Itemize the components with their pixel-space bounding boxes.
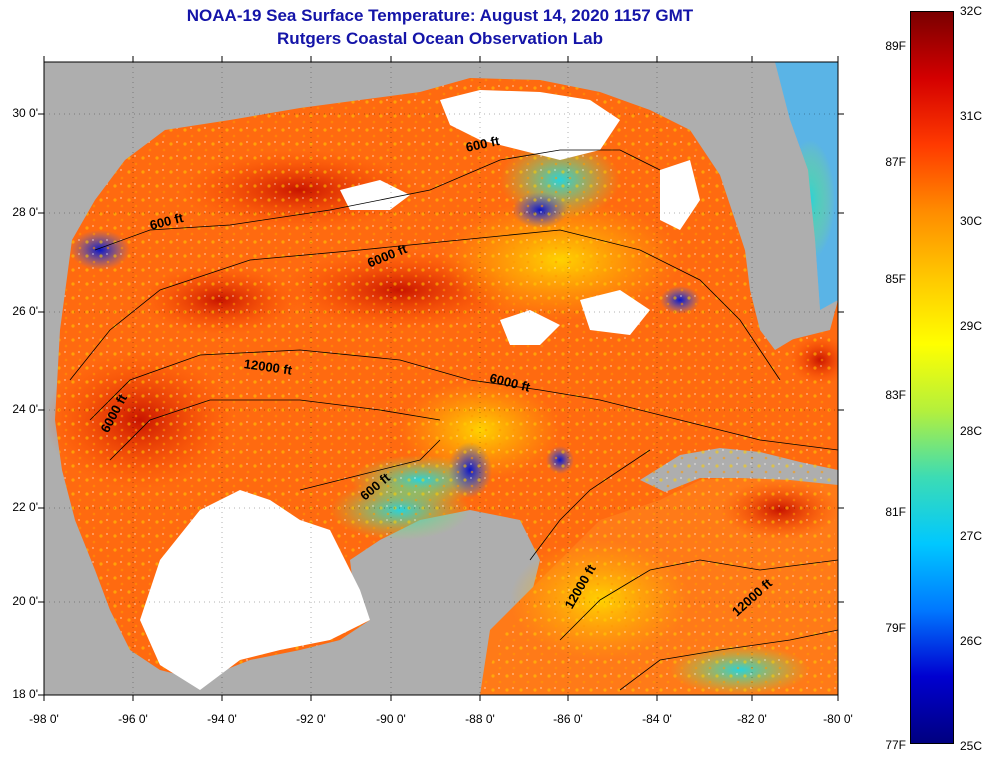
cloud-north-gulf xyxy=(440,90,620,160)
lat-label-24: 24 0' xyxy=(12,402,38,416)
lat-label-22: 22 0' xyxy=(12,500,38,514)
colorbar-label-32c: 32C xyxy=(960,4,983,18)
axis-ticks xyxy=(38,56,844,701)
lon-label-80: -80 0' xyxy=(823,712,853,726)
lon-label-82: -82 0' xyxy=(737,712,767,726)
colorbar-label-26c: 26C xyxy=(960,634,983,648)
lat-label-20: 20 0' xyxy=(12,594,38,608)
lat-label-26: 26 0' xyxy=(12,304,38,318)
colorbar-label-85f: 85F xyxy=(885,272,906,286)
temperature-colorbar xyxy=(910,11,954,744)
colorbar-label-81f: 81F xyxy=(885,505,906,519)
colorbar-label-77f: 77F xyxy=(885,738,906,752)
colorbar-label-31c: 31C xyxy=(960,109,983,123)
colorbar-label-83f: 83F xyxy=(885,388,906,402)
map-frame xyxy=(43,61,839,696)
lat-label-28: 28 0' xyxy=(12,205,38,219)
cloud-north-gulf-2 xyxy=(340,180,410,210)
lon-label-86: -86 0' xyxy=(553,712,583,726)
colorbar-label-30c: 30C xyxy=(960,214,983,228)
lon-label-94: -94 0' xyxy=(207,712,237,726)
lon-label-96: -96 0' xyxy=(118,712,148,726)
lon-label-84: -84 0' xyxy=(642,712,672,726)
lat-lon-grid xyxy=(44,62,838,695)
cloud-east xyxy=(580,290,650,335)
lon-label-98: -98 0' xyxy=(29,712,59,726)
cloud-yucatan xyxy=(140,490,370,690)
colorbar-label-87f: 87F xyxy=(885,155,906,169)
cloud-florida-coast xyxy=(660,160,700,230)
colorbar-label-79f: 79F xyxy=(885,621,906,635)
title-line-2: Rutgers Coastal Ocean Observation Lab xyxy=(277,29,603,48)
lat-label-30: 30 0' xyxy=(12,106,38,120)
colorbar-label-89f: 89F xyxy=(885,39,906,53)
colorbar-label-29c: 29C xyxy=(960,319,983,333)
cloud-center xyxy=(500,310,560,345)
lat-label-18: 18 0' xyxy=(12,687,38,701)
colorbar-label-28c: 28C xyxy=(960,424,983,438)
lon-label-92: -92 0' xyxy=(296,712,326,726)
title-line-1: NOAA-19 Sea Surface Temperature: August … xyxy=(186,6,694,25)
colorbar-label-27c: 27C xyxy=(960,529,983,543)
depth-contours xyxy=(69,149,838,691)
florida-land xyxy=(720,120,820,350)
lon-label-90: -90 0' xyxy=(376,712,406,726)
colorbar-label-25c: 25C xyxy=(960,739,983,753)
lon-label-88: -88 0' xyxy=(465,712,495,726)
